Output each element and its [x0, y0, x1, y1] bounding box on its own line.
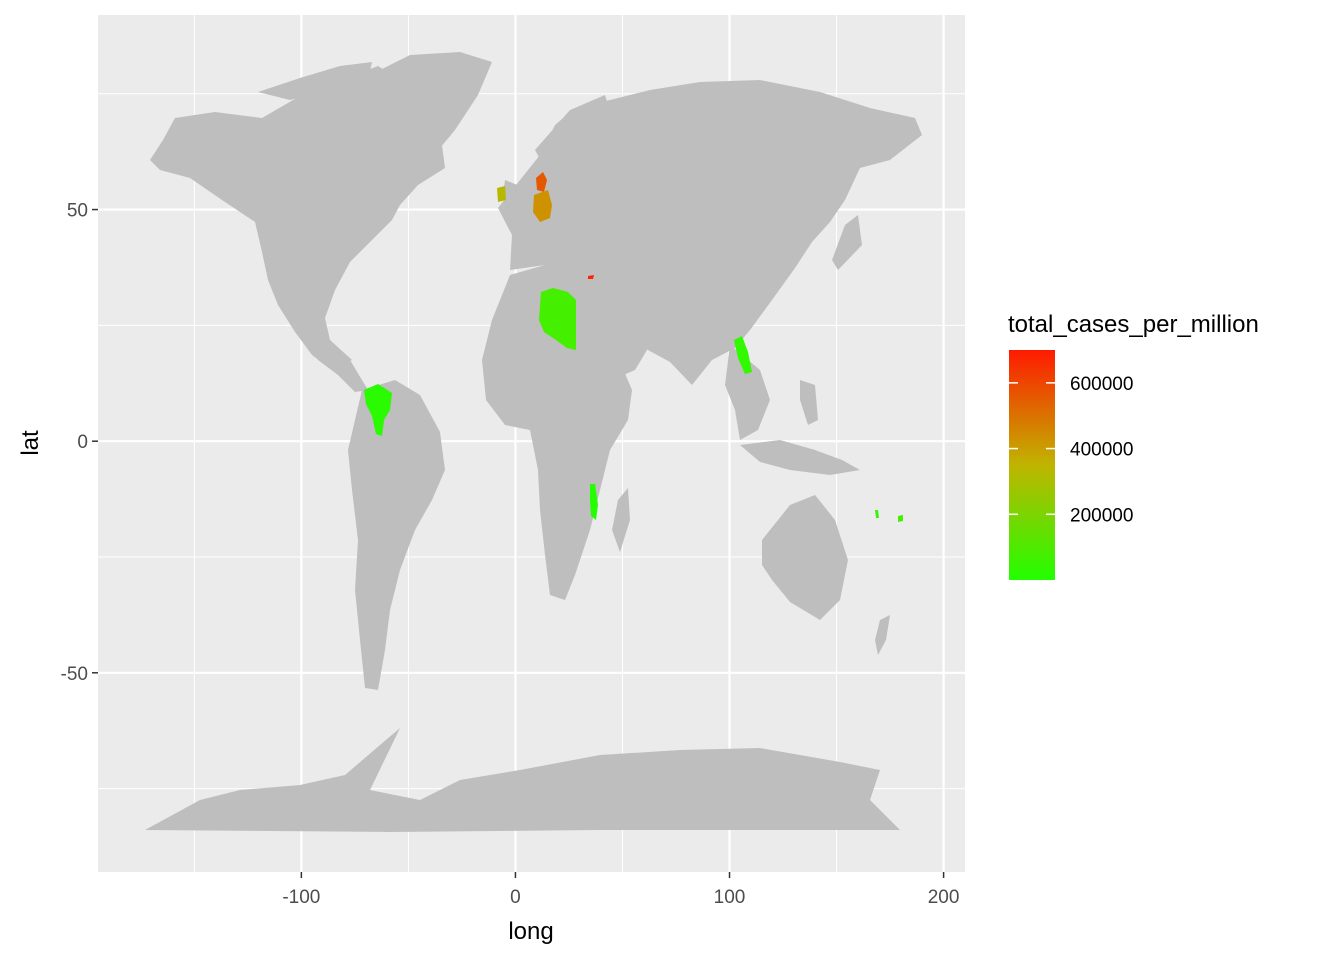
legend-label: 200000 [1070, 505, 1133, 526]
country-venezuela [364, 384, 392, 436]
country-cyprus [588, 275, 594, 279]
land-africa [482, 265, 632, 600]
land-eurasia [498, 80, 922, 385]
x-tick-label: -100 [282, 887, 320, 908]
landmasses [145, 52, 922, 832]
x-tick-label: 100 [714, 887, 746, 908]
land-philippines [800, 380, 818, 425]
y-tick-label: 50 [67, 201, 88, 222]
legend-label: 400000 [1070, 440, 1133, 461]
land-antarctica [145, 728, 900, 832]
country-denmark [536, 172, 547, 192]
country-germany [533, 190, 552, 222]
land-australia [762, 495, 848, 620]
highlighted-countries [364, 172, 903, 522]
legend-label: 600000 [1070, 374, 1133, 395]
land-arabia [585, 275, 650, 380]
x-axis: -100 0 100 200 [282, 872, 959, 908]
legend-title: total_cases_per_million [1008, 311, 1259, 338]
x-tick-label: 200 [928, 887, 960, 908]
land-indonesia [740, 440, 860, 475]
land-greenland [380, 52, 492, 160]
land-north-america [150, 66, 445, 370]
land-scandinavia [535, 95, 612, 178]
country-malawi [590, 484, 598, 520]
country-ireland [497, 186, 506, 202]
land-central-america [300, 330, 368, 392]
color-legend: total_cases_per_million 600000 400000 2000… [1008, 311, 1259, 580]
y-axis-title: lat [17, 430, 44, 456]
land-great-britain [503, 180, 522, 212]
y-tick-label: 0 [77, 432, 88, 453]
land-madagascar [612, 488, 630, 552]
land-japan [832, 215, 862, 270]
y-tick-label: -50 [61, 664, 88, 685]
land-arctic-islands [258, 62, 372, 100]
legend-ticks: 600000 400000 200000 [1009, 374, 1133, 526]
land-southeast-asia [725, 345, 770, 440]
y-axis: -50 0 50 [61, 201, 98, 685]
land-south-america [348, 380, 445, 690]
country-fiji [898, 515, 903, 522]
x-tick-label: 0 [510, 887, 521, 908]
country-vanuatu [875, 510, 879, 518]
legend-color-bar [1009, 350, 1055, 580]
country-libya [539, 288, 576, 350]
x-axis-title: long [508, 918, 553, 945]
country-laos [734, 336, 752, 374]
land-new-zealand [875, 615, 890, 655]
